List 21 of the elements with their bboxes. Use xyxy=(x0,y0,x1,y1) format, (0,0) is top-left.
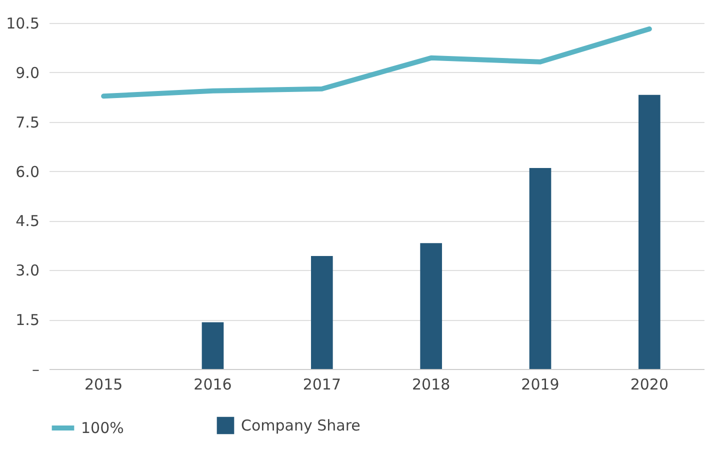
bar xyxy=(311,256,333,369)
y-tick-label: 1.5 xyxy=(16,311,40,330)
y-tick-label: 4.5 xyxy=(16,212,40,230)
bar xyxy=(529,168,552,369)
x-tick-label: 2019 xyxy=(521,376,560,394)
y-tick-label: 6.0 xyxy=(16,162,40,181)
x-tick-label: 2015 xyxy=(84,376,123,394)
y-tick-label: – xyxy=(32,360,40,378)
bar xyxy=(202,322,224,369)
x-tick-label: 2020 xyxy=(630,376,669,394)
x-tick-label: 2016 xyxy=(194,376,232,394)
y-tick-label: 3.0 xyxy=(16,262,40,280)
y-tick-label: 9.0 xyxy=(16,64,40,82)
x-tick-label: 2018 xyxy=(412,376,450,394)
legend-label: Company Share xyxy=(241,416,360,434)
y-tick-label: 7.5 xyxy=(16,113,40,132)
bar xyxy=(420,243,442,369)
bar xyxy=(638,94,660,369)
y-tick-label: 10.5 xyxy=(6,14,40,32)
legend-label: 100% xyxy=(81,419,124,437)
x-tick-label: 2017 xyxy=(302,376,342,394)
